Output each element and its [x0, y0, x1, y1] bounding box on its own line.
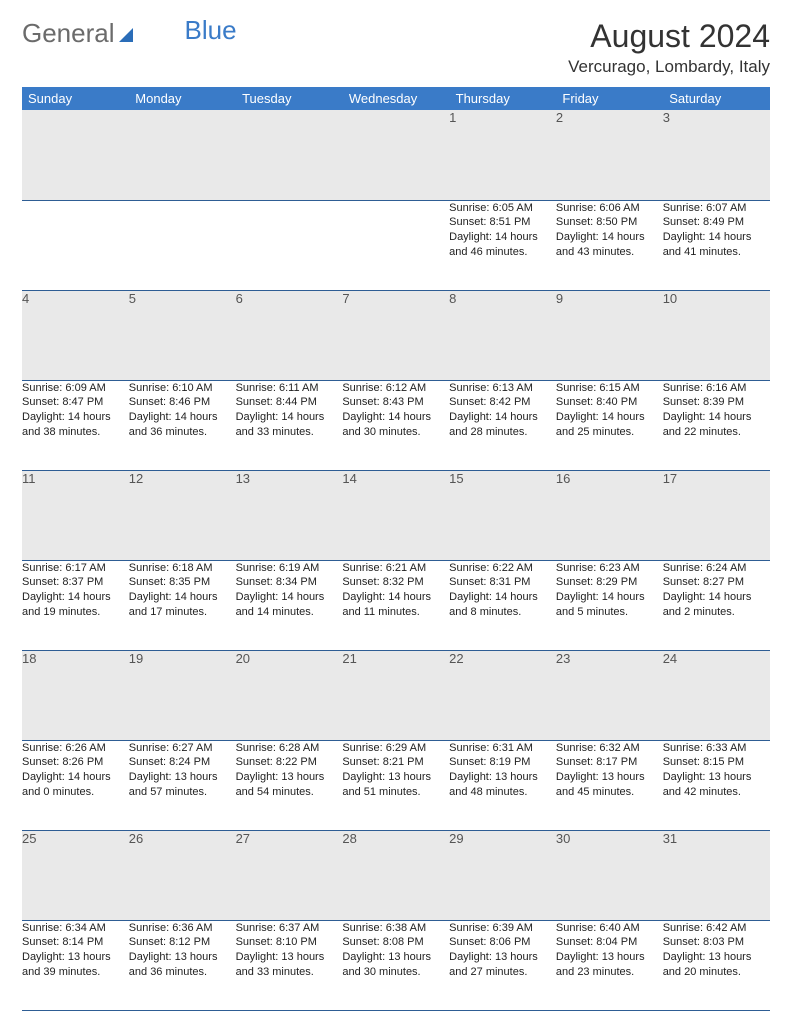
day-number: 17: [663, 470, 770, 560]
logo: General Blue: [22, 18, 237, 49]
day-info: Sunrise: 6:24 AMSunset: 8:27 PMDaylight:…: [663, 560, 770, 650]
day-number: 9: [556, 290, 663, 380]
day-info-row: Sunrise: 6:05 AMSunset: 8:51 PMDaylight:…: [22, 200, 770, 290]
day-number: 27: [236, 830, 343, 920]
day-number: 29: [449, 830, 556, 920]
day-info: Sunrise: 6:12 AMSunset: 8:43 PMDaylight:…: [342, 380, 449, 470]
logo-triangle-icon: [119, 28, 133, 42]
day-number: 25: [22, 830, 129, 920]
day-info: Sunrise: 6:26 AMSunset: 8:26 PMDaylight:…: [22, 740, 129, 830]
day-number: 2: [556, 110, 663, 200]
day-number: 14: [342, 470, 449, 560]
location: Vercurago, Lombardy, Italy: [568, 57, 770, 77]
day-number: 13: [236, 470, 343, 560]
day-number: 1: [449, 110, 556, 200]
day-info: Sunrise: 6:18 AMSunset: 8:35 PMDaylight:…: [129, 560, 236, 650]
day-info: Sunrise: 6:15 AMSunset: 8:40 PMDaylight:…: [556, 380, 663, 470]
weekday-header-row: Sunday Monday Tuesday Wednesday Thursday…: [22, 87, 770, 110]
day-number: [129, 110, 236, 200]
day-number: 10: [663, 290, 770, 380]
day-info-row: Sunrise: 6:17 AMSunset: 8:37 PMDaylight:…: [22, 560, 770, 650]
day-number: [22, 110, 129, 200]
day-info: [129, 200, 236, 290]
day-number: 6: [236, 290, 343, 380]
day-info: Sunrise: 6:17 AMSunset: 8:37 PMDaylight:…: [22, 560, 129, 650]
day-number: 8: [449, 290, 556, 380]
day-info: [236, 200, 343, 290]
day-info: Sunrise: 6:31 AMSunset: 8:19 PMDaylight:…: [449, 740, 556, 830]
day-number: 16: [556, 470, 663, 560]
day-number: 4: [22, 290, 129, 380]
day-number: 21: [342, 650, 449, 740]
day-info: Sunrise: 6:21 AMSunset: 8:32 PMDaylight:…: [342, 560, 449, 650]
day-number: 23: [556, 650, 663, 740]
day-info: Sunrise: 6:42 AMSunset: 8:03 PMDaylight:…: [663, 920, 770, 1010]
day-info: Sunrise: 6:40 AMSunset: 8:04 PMDaylight:…: [556, 920, 663, 1010]
weekday-header: Tuesday: [236, 87, 343, 110]
weekday-header: Monday: [129, 87, 236, 110]
day-number: 3: [663, 110, 770, 200]
day-number: 15: [449, 470, 556, 560]
day-info: [342, 200, 449, 290]
day-info: Sunrise: 6:36 AMSunset: 8:12 PMDaylight:…: [129, 920, 236, 1010]
day-info: Sunrise: 6:23 AMSunset: 8:29 PMDaylight:…: [556, 560, 663, 650]
weekday-header: Saturday: [663, 87, 770, 110]
day-info: Sunrise: 6:37 AMSunset: 8:10 PMDaylight:…: [236, 920, 343, 1010]
day-number: 22: [449, 650, 556, 740]
day-number-row: 18192021222324: [22, 650, 770, 740]
day-number-row: 11121314151617: [22, 470, 770, 560]
day-info: Sunrise: 6:29 AMSunset: 8:21 PMDaylight:…: [342, 740, 449, 830]
title-block: August 2024 Vercurago, Lombardy, Italy: [568, 18, 770, 77]
day-info: Sunrise: 6:09 AMSunset: 8:47 PMDaylight:…: [22, 380, 129, 470]
day-info: Sunrise: 6:39 AMSunset: 8:06 PMDaylight:…: [449, 920, 556, 1010]
weekday-header: Wednesday: [342, 87, 449, 110]
day-number: 18: [22, 650, 129, 740]
day-info: Sunrise: 6:19 AMSunset: 8:34 PMDaylight:…: [236, 560, 343, 650]
logo-text-2: Blue: [185, 15, 237, 46]
day-number: 24: [663, 650, 770, 740]
weekday-header: Sunday: [22, 87, 129, 110]
day-info-row: Sunrise: 6:26 AMSunset: 8:26 PMDaylight:…: [22, 740, 770, 830]
day-info: Sunrise: 6:28 AMSunset: 8:22 PMDaylight:…: [236, 740, 343, 830]
day-number: 12: [129, 470, 236, 560]
day-number: 19: [129, 650, 236, 740]
day-info: Sunrise: 6:07 AMSunset: 8:49 PMDaylight:…: [663, 200, 770, 290]
day-number: [342, 110, 449, 200]
day-info: Sunrise: 6:10 AMSunset: 8:46 PMDaylight:…: [129, 380, 236, 470]
day-info: Sunrise: 6:16 AMSunset: 8:39 PMDaylight:…: [663, 380, 770, 470]
day-info: Sunrise: 6:38 AMSunset: 8:08 PMDaylight:…: [342, 920, 449, 1010]
day-info: Sunrise: 6:11 AMSunset: 8:44 PMDaylight:…: [236, 380, 343, 470]
day-number: 28: [342, 830, 449, 920]
day-info: Sunrise: 6:33 AMSunset: 8:15 PMDaylight:…: [663, 740, 770, 830]
day-info: Sunrise: 6:22 AMSunset: 8:31 PMDaylight:…: [449, 560, 556, 650]
weekday-header: Friday: [556, 87, 663, 110]
day-number: 5: [129, 290, 236, 380]
day-number: 31: [663, 830, 770, 920]
calendar-table: Sunday Monday Tuesday Wednesday Thursday…: [22, 87, 770, 1011]
day-info: Sunrise: 6:34 AMSunset: 8:14 PMDaylight:…: [22, 920, 129, 1010]
day-number: 30: [556, 830, 663, 920]
day-info: Sunrise: 6:32 AMSunset: 8:17 PMDaylight:…: [556, 740, 663, 830]
day-number: [236, 110, 343, 200]
day-info-row: Sunrise: 6:09 AMSunset: 8:47 PMDaylight:…: [22, 380, 770, 470]
header: General Blue August 2024 Vercurago, Lomb…: [22, 18, 770, 77]
day-info: [22, 200, 129, 290]
day-info: Sunrise: 6:27 AMSunset: 8:24 PMDaylight:…: [129, 740, 236, 830]
month-title: August 2024: [568, 18, 770, 55]
day-number-row: 123: [22, 110, 770, 200]
day-number: 11: [22, 470, 129, 560]
logo-text-1: General: [22, 18, 115, 49]
day-info-row: Sunrise: 6:34 AMSunset: 8:14 PMDaylight:…: [22, 920, 770, 1010]
day-info: Sunrise: 6:13 AMSunset: 8:42 PMDaylight:…: [449, 380, 556, 470]
day-info: Sunrise: 6:06 AMSunset: 8:50 PMDaylight:…: [556, 200, 663, 290]
day-number: 20: [236, 650, 343, 740]
weekday-header: Thursday: [449, 87, 556, 110]
day-number: 26: [129, 830, 236, 920]
day-number: 7: [342, 290, 449, 380]
day-info: Sunrise: 6:05 AMSunset: 8:51 PMDaylight:…: [449, 200, 556, 290]
day-number-row: 45678910: [22, 290, 770, 380]
day-number-row: 25262728293031: [22, 830, 770, 920]
